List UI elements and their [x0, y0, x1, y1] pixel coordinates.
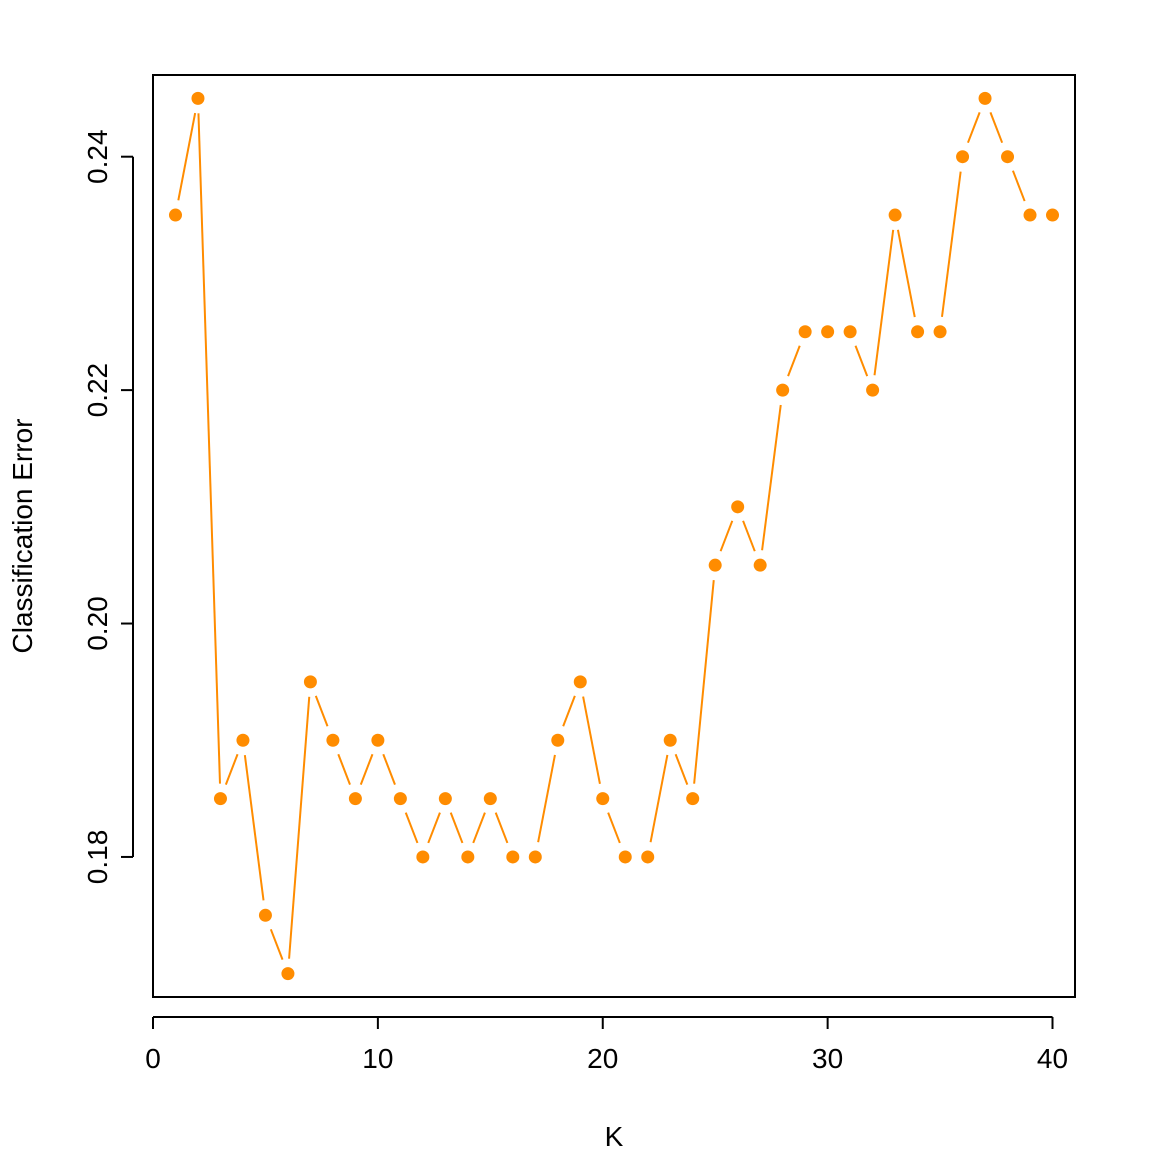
y-axis: 0.18 0.20 0.22 0.24 [82, 129, 134, 885]
series-segment [337, 753, 351, 785]
series-segment [693, 580, 715, 784]
series-segment [243, 754, 265, 901]
data-point [1001, 150, 1015, 164]
series-lines [177, 111, 1026, 961]
series-segment [787, 345, 801, 377]
data-point [236, 733, 250, 747]
series-segment [314, 695, 329, 727]
data-point [843, 325, 857, 339]
series-segment [854, 345, 869, 377]
series-segment [472, 812, 486, 844]
series-segment [494, 812, 509, 844]
data-point [348, 792, 362, 806]
x-tick-label: 20 [587, 1043, 618, 1074]
data-point [798, 325, 812, 339]
data-point [168, 208, 182, 222]
y-tick-label: 0.22 [82, 363, 113, 418]
data-point [573, 675, 587, 689]
data-point [731, 500, 745, 514]
data-point [438, 792, 452, 806]
series-segment [382, 753, 396, 785]
series-segment [607, 812, 621, 844]
series-segment [989, 111, 1004, 144]
series-segment [940, 171, 962, 318]
data-point [663, 733, 677, 747]
series-segment [359, 753, 374, 785]
series-segment [427, 812, 441, 844]
series-segment [674, 753, 689, 785]
data-point [686, 792, 700, 806]
x-tick-label: 10 [362, 1043, 393, 1074]
data-point [888, 208, 902, 222]
series-segment [649, 754, 669, 843]
data-point [978, 91, 992, 105]
series-segment [177, 112, 197, 201]
data-point [1023, 208, 1037, 222]
data-point [1046, 208, 1060, 222]
series-segment [562, 695, 576, 727]
data-point [618, 850, 632, 864]
data-point [821, 325, 835, 339]
data-point [708, 558, 722, 572]
series-segment [269, 928, 284, 961]
data-point [416, 850, 430, 864]
series-segment [537, 754, 556, 843]
data-point [933, 325, 947, 339]
data-point [528, 850, 542, 864]
data-point [326, 733, 340, 747]
series-segment [967, 111, 981, 144]
data-point [371, 733, 385, 747]
series-segment [197, 113, 221, 784]
data-point [506, 850, 520, 864]
x-axis: 0 10 20 30 40 [145, 1016, 1068, 1074]
y-tick-label: 0.20 [82, 596, 113, 651]
series-segment [719, 520, 734, 552]
data-point [461, 850, 475, 864]
series-segment [761, 404, 782, 551]
series-segment [742, 520, 756, 552]
data-point [956, 150, 970, 164]
series-segment [449, 812, 464, 844]
data-point [393, 792, 407, 806]
series-segment [873, 229, 895, 376]
series-segment [582, 696, 601, 785]
data-point [213, 792, 227, 806]
data-point [776, 383, 790, 397]
series-segment [896, 229, 916, 318]
data-point [191, 91, 205, 105]
data-point [911, 325, 925, 339]
data-point [866, 383, 880, 397]
x-tick-label: 40 [1037, 1043, 1068, 1074]
data-point [281, 967, 295, 981]
series-segment [288, 696, 311, 959]
data-point [596, 792, 610, 806]
data-point [551, 733, 565, 747]
plot-frame [152, 74, 1076, 998]
series-segment [404, 812, 419, 844]
y-tick-label: 0.24 [82, 129, 113, 184]
data-point [753, 558, 767, 572]
y-axis-label: Classification Error [7, 419, 38, 654]
x-axis-label: K [605, 1121, 624, 1152]
x-tick-label: 30 [812, 1043, 843, 1074]
x-tick-label: 0 [145, 1043, 161, 1074]
series-segment [224, 753, 239, 785]
series-points [168, 91, 1060, 981]
series-segment [1011, 170, 1026, 202]
y-tick-label: 0.18 [82, 830, 113, 885]
data-point [303, 675, 317, 689]
data-point [483, 792, 497, 806]
data-point [258, 908, 272, 922]
data-point [641, 850, 655, 864]
